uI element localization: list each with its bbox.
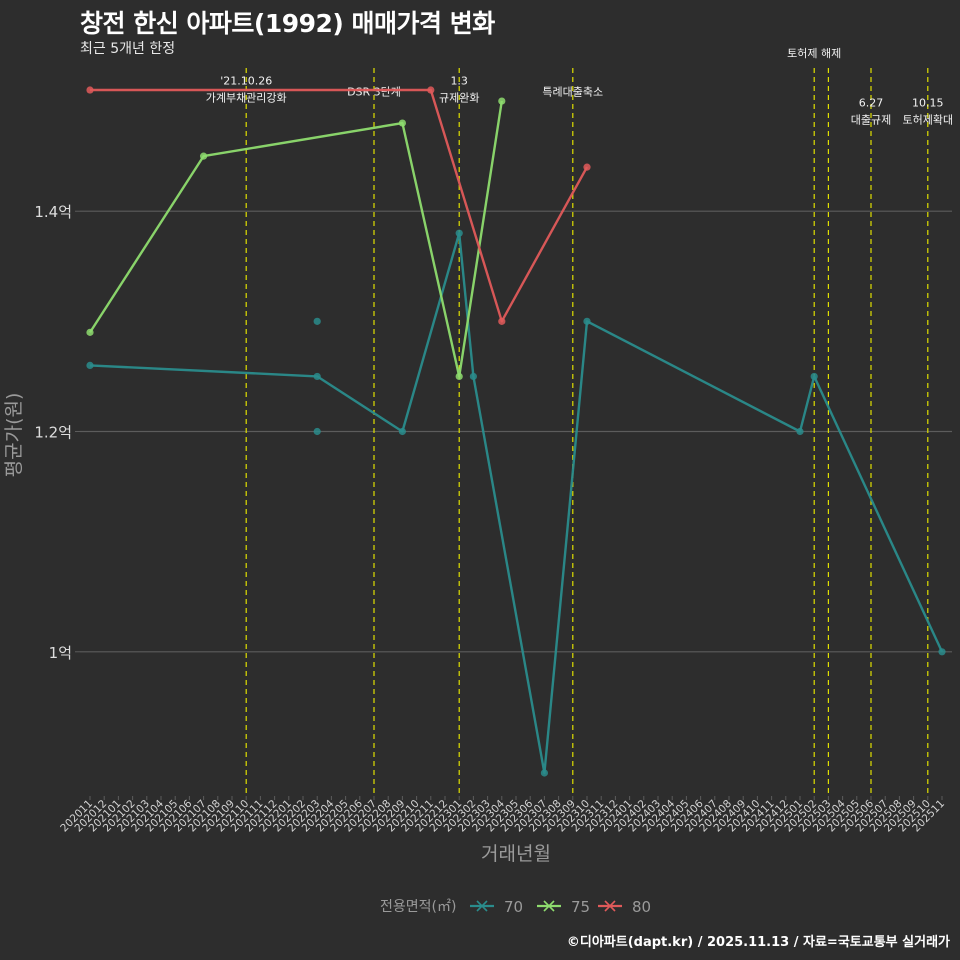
x-axis-title: 거래년월: [481, 843, 551, 865]
legend-title: 전용면적(㎡): [380, 899, 456, 915]
event-label: DSR 3단계: [347, 86, 401, 99]
event-label: 토허제 해제: [787, 46, 841, 60]
grid-layer: [80, 210, 952, 653]
legend-label-80: 80: [632, 898, 651, 916]
legend: 전용면적(㎡) 70 75 80: [380, 898, 651, 916]
event-label: '21.10.26: [220, 75, 272, 88]
legend-mark-80: [604, 900, 616, 912]
y-axis-title: 평균가(원): [3, 393, 25, 478]
series-80-point: [86, 86, 94, 94]
series-70-point: [796, 427, 804, 436]
series-70-point: [540, 769, 549, 777]
series-70-point: [810, 372, 818, 381]
legend-label-75: 75: [571, 898, 590, 916]
event-label: 규제완화: [439, 92, 479, 105]
event-label: 10.15: [912, 97, 944, 110]
series-80-point: [498, 317, 506, 325]
series-70-point: [313, 427, 321, 436]
event-label: 토허제확대: [902, 114, 953, 127]
chart-subtitle: 최근 5개년 한정: [80, 41, 176, 57]
y-axis: 1억 1.2억 1.4억: [34, 203, 80, 662]
event-label: 1.3: [450, 75, 468, 88]
series-75-line: [88, 100, 503, 378]
series-75-point: [86, 328, 94, 336]
series-layer: [86, 86, 946, 777]
event-label: 6.27: [859, 97, 884, 110]
series-70-line: [89, 231, 944, 775]
series-70-point: [398, 427, 406, 436]
event-label: 특례대출축소: [542, 86, 603, 99]
legend-mark-70: [476, 900, 488, 912]
series-80-point: [583, 163, 591, 171]
series-80-line: [90, 88, 589, 323]
y-tick-label: 1억: [49, 644, 72, 662]
series-75-point: [200, 152, 208, 160]
series-80-point: [427, 86, 435, 94]
series-75-point: [398, 119, 406, 127]
series-70-point: [455, 229, 463, 237]
event-label: 가계부채관리강화: [206, 92, 287, 105]
series-70-point: [469, 372, 477, 381]
event-label: 대출규제: [851, 114, 891, 127]
x-axis: 2020112020122021012021022021032021042021…: [58, 796, 947, 834]
legend-label-70: 70: [504, 898, 523, 916]
series-70-point: [938, 648, 946, 656]
series-70-point: [86, 361, 94, 370]
chart-title: 창전 한신 아파트(1992) 매매가격 변화: [80, 9, 495, 38]
series-75-point: [498, 97, 506, 105]
series-70-point: [313, 372, 321, 381]
footer-caption: ©디아파트(dapt.kr) / 2025.11.13 / 자료=국토교통부 실…: [566, 935, 950, 950]
series-75-point: [455, 372, 463, 381]
series-70-point: [313, 317, 321, 325]
series-70-point: [583, 317, 591, 325]
y-tick-label: 1.4억: [34, 203, 72, 221]
y-tick-label: 1.2억: [34, 424, 72, 442]
legend-mark-75: [543, 900, 555, 912]
